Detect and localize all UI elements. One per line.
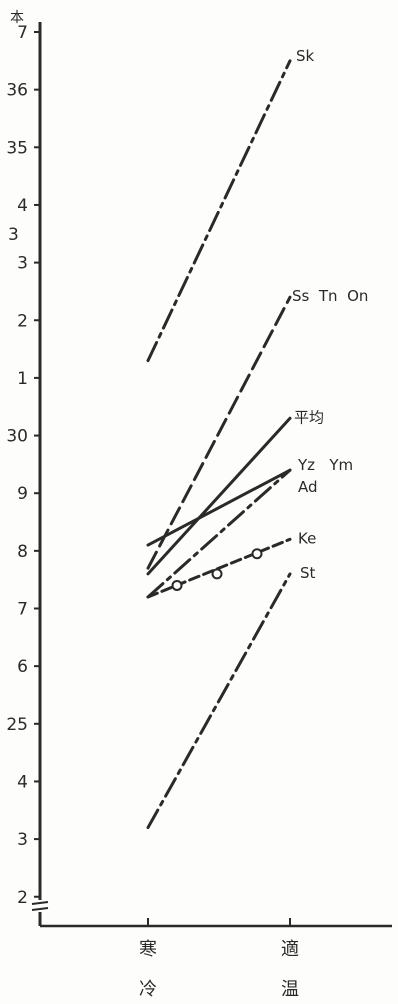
- x-tick-label: 冷: [139, 979, 157, 1000]
- data-point: [211, 568, 223, 580]
- series-label: Ad: [298, 478, 318, 496]
- y-tick-label: 3: [17, 830, 28, 850]
- y-tick-label: 8: [17, 542, 28, 562]
- data-point: [171, 579, 183, 591]
- axis-break-mark: [31, 901, 49, 905]
- y-tick-label: 36: [6, 81, 28, 101]
- y-tick-label: 6: [17, 657, 28, 677]
- y-tick-label: 1: [17, 369, 28, 389]
- y-tick-label: 35: [6, 138, 28, 158]
- y-tick-label: 3: [8, 225, 19, 245]
- series-line: [146, 468, 292, 599]
- series-line: [146, 537, 292, 599]
- series-labels: Sk Ss Tn On 平均 Yz Ym Ad Ke St: [292, 47, 368, 582]
- x-tick-label: 適: [281, 939, 299, 960]
- y-tick-label: 7: [17, 600, 28, 620]
- series-label: Ke: [298, 529, 316, 547]
- x-tick-label: 温: [281, 979, 299, 1000]
- y-tick-label: 4: [17, 772, 28, 792]
- series-line: [146, 295, 292, 570]
- y-tick-label: 3: [17, 254, 28, 274]
- y-tick-label: 25: [6, 715, 28, 735]
- x-tick-label: 寒: [139, 939, 157, 960]
- y-tick-label: 2: [17, 888, 28, 908]
- axes: 寒冷 適温: [31, 22, 392, 1000]
- y-tick-label: 7: [17, 23, 28, 43]
- y-tick-label: 9: [17, 484, 28, 504]
- y-tick-label: 30: [6, 427, 28, 447]
- series-label: Yz Ym: [297, 456, 353, 474]
- y-tick-label: 4: [17, 196, 28, 216]
- series-label: Sk: [296, 47, 315, 65]
- series-lines: [146, 59, 292, 830]
- series-line: [146, 59, 292, 363]
- data-point: [251, 548, 263, 560]
- series-line: [146, 572, 292, 830]
- y-ticks: 7 36 35 4 3 2 1 30 9 8 7 6 25 4 3 2 3: [6, 23, 40, 908]
- y-tick-label: 2: [17, 311, 28, 331]
- series-line: [146, 416, 292, 576]
- series-label: 平均: [294, 408, 324, 426]
- series-label: St: [300, 564, 316, 582]
- series-line: [146, 468, 292, 547]
- series-label: Ss Tn On: [292, 287, 368, 305]
- axis-break-mark: [31, 907, 49, 911]
- y-unit-label: 本: [10, 10, 24, 26]
